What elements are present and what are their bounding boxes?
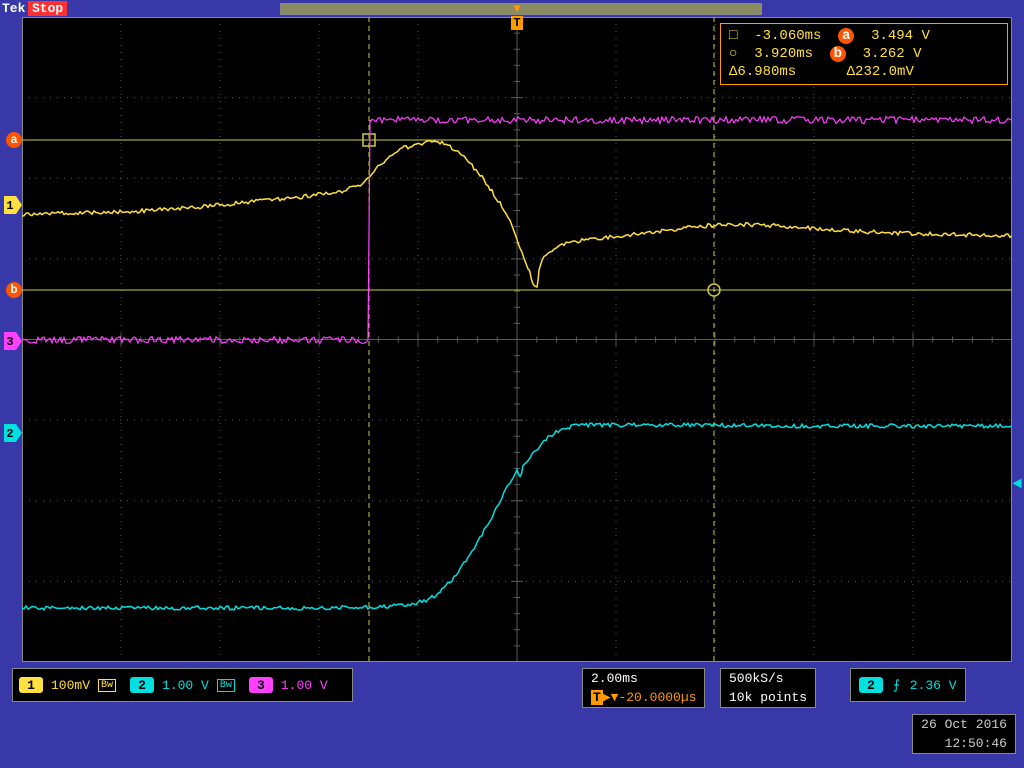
date-text: 26 Oct 2016: [921, 717, 1007, 732]
svg-text:2: 2: [6, 427, 13, 441]
trigger-box: 2⨍2.36 V: [850, 668, 966, 702]
ch3-ref-marker[interactable]: 3: [4, 332, 22, 350]
cursor-a-badge[interactable]: a: [6, 132, 22, 148]
channel-scales: 1100mVBw21.00 VBw31.00 V: [12, 668, 353, 702]
time-per-div: 2.00ms: [591, 671, 638, 686]
run-status: Stop: [28, 1, 67, 16]
timebase-box: 2.00ms T▶▼-20.0000µs: [582, 668, 705, 708]
samplerate-box: 500kS/s 10k points: [720, 668, 816, 708]
svg-text:1: 1: [6, 199, 13, 213]
ch2-ref-marker[interactable]: 2: [4, 424, 22, 442]
logo-text: Tek: [2, 1, 25, 16]
trigger-level: 2.36 V: [910, 678, 957, 693]
trigger-delay: T▶▼-20.0000µs: [591, 690, 696, 705]
cursor-b-row: ○ 3.920ms b 3.262 V: [729, 45, 999, 63]
cursor-b-badge[interactable]: b: [6, 282, 22, 298]
edge-icon: ⨍: [893, 678, 900, 693]
cursor-a-row: □ -3.060ms a 3.494 V: [729, 27, 999, 45]
time-text: 12:50:46: [945, 736, 1007, 751]
sample-rate: 500kS/s: [729, 671, 784, 686]
svg-text:3: 3: [6, 335, 13, 349]
trigger-position-icon[interactable]: ▼T: [509, 2, 525, 30]
trace-ch3b: [370, 117, 1012, 124]
cursor-readout-panel: □ -3.060ms a 3.494 V○ 3.920ms b 3.262 VΔ…: [720, 23, 1008, 85]
datetime-box: 26 Oct 2016 12:50:46: [912, 714, 1016, 754]
graticule: [22, 17, 1012, 662]
trigger-level-marker-icon[interactable]: ◄: [1012, 475, 1022, 493]
cursor-delta-row: Δ6.980ms Δ232.0mV: [729, 63, 999, 81]
record-length: 10k points: [729, 690, 807, 705]
ch1-ref-marker[interactable]: 1: [4, 196, 22, 214]
